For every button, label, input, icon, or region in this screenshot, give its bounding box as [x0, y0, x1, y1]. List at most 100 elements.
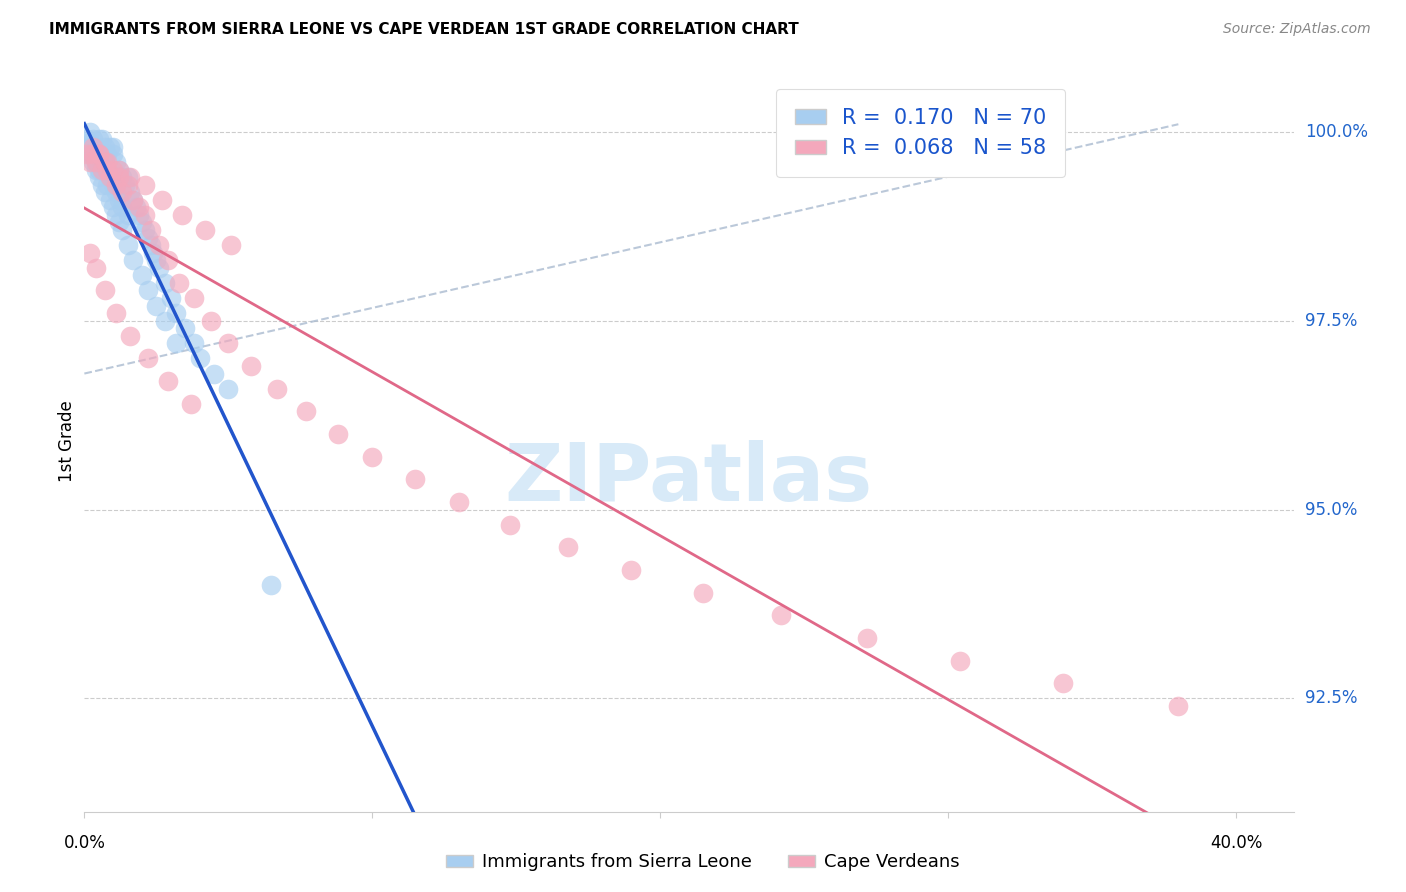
Point: [87, 162, 110, 177]
Point: [240, 359, 263, 373]
Point: [98, 170, 121, 185]
Point: [295, 404, 318, 418]
Point: [105, 208, 128, 222]
Point: [111, 200, 134, 214]
Point: [1052, 676, 1074, 690]
Point: [93, 140, 115, 154]
Text: 92.5%: 92.5%: [1305, 690, 1357, 707]
Legend: Immigrants from Sierra Leone, Cape Verdeans: Immigrants from Sierra Leone, Cape Verde…: [439, 847, 967, 879]
Point: [172, 208, 194, 222]
Point: [105, 178, 128, 192]
Point: [136, 351, 159, 366]
Point: [101, 162, 124, 177]
Point: [93, 186, 115, 200]
Text: Source: ZipAtlas.com: Source: ZipAtlas.com: [1223, 22, 1371, 37]
Point: [183, 291, 205, 305]
Point: [117, 178, 139, 192]
Point: [87, 147, 110, 161]
Text: IMMIGRANTS FROM SIERRA LEONE VS CAPE VERDEAN 1ST GRADE CORRELATION CHART: IMMIGRANTS FROM SIERRA LEONE VS CAPE VER…: [49, 22, 799, 37]
Point: [557, 541, 579, 555]
Point: [361, 450, 384, 464]
Point: [114, 178, 136, 192]
Point: [131, 215, 153, 229]
Point: [202, 367, 225, 381]
Point: [1167, 698, 1189, 713]
Point: [76, 147, 98, 161]
Point: [98, 170, 121, 185]
Point: [87, 170, 110, 185]
Point: [117, 170, 139, 185]
Point: [93, 284, 115, 298]
Point: [84, 140, 107, 154]
Text: 0.0%: 0.0%: [63, 834, 105, 853]
Point: [856, 631, 879, 645]
Point: [98, 140, 121, 154]
Point: [101, 178, 124, 192]
Point: [108, 162, 131, 177]
Point: [134, 223, 156, 237]
Point: [79, 147, 101, 161]
Point: [87, 147, 110, 161]
Point: [159, 291, 181, 305]
Point: [122, 193, 145, 207]
Point: [105, 155, 128, 169]
Point: [447, 495, 470, 509]
Point: [150, 193, 173, 207]
Point: [145, 299, 167, 313]
Point: [96, 178, 118, 192]
Point: [96, 162, 118, 177]
Point: [96, 162, 118, 177]
Point: [194, 223, 217, 237]
Point: [108, 193, 131, 207]
Point: [166, 306, 188, 320]
Point: [84, 155, 107, 169]
Point: [79, 155, 101, 169]
Point: [96, 147, 118, 161]
Point: [120, 328, 142, 343]
Point: [108, 162, 131, 177]
Point: [200, 313, 222, 327]
Point: [183, 336, 205, 351]
Point: [180, 397, 202, 411]
Point: [101, 147, 124, 161]
Point: [76, 132, 98, 146]
Point: [134, 208, 156, 222]
Point: [90, 162, 112, 177]
Y-axis label: 1st Grade: 1st Grade: [58, 401, 76, 483]
Point: [219, 238, 242, 252]
Point: [217, 336, 239, 351]
Point: [692, 585, 714, 599]
Point: [148, 238, 170, 252]
Point: [87, 147, 110, 161]
Point: [156, 253, 179, 268]
Point: [93, 155, 115, 169]
Point: [131, 268, 153, 283]
Point: [260, 578, 283, 592]
Point: [90, 178, 112, 192]
Point: [111, 186, 134, 200]
Point: [98, 193, 121, 207]
Point: [84, 155, 107, 169]
Point: [153, 276, 176, 290]
Legend: R =  0.170   N = 70, R =  0.068   N = 58: R = 0.170 N = 70, R = 0.068 N = 58: [776, 89, 1066, 178]
Point: [108, 215, 131, 229]
Text: 40.0%: 40.0%: [1209, 834, 1263, 853]
Point: [128, 208, 150, 222]
Point: [90, 132, 112, 146]
Point: [111, 223, 134, 237]
Point: [166, 336, 188, 351]
Point: [90, 147, 112, 161]
Point: [770, 608, 793, 623]
Point: [148, 260, 170, 275]
Point: [82, 147, 104, 161]
Point: [93, 155, 115, 169]
Text: 97.5%: 97.5%: [1305, 311, 1357, 330]
Point: [145, 253, 167, 268]
Point: [120, 170, 142, 185]
Point: [120, 186, 142, 200]
Point: [79, 140, 101, 154]
Point: [499, 517, 522, 532]
Point: [217, 382, 239, 396]
Point: [79, 245, 101, 260]
Point: [142, 245, 165, 260]
